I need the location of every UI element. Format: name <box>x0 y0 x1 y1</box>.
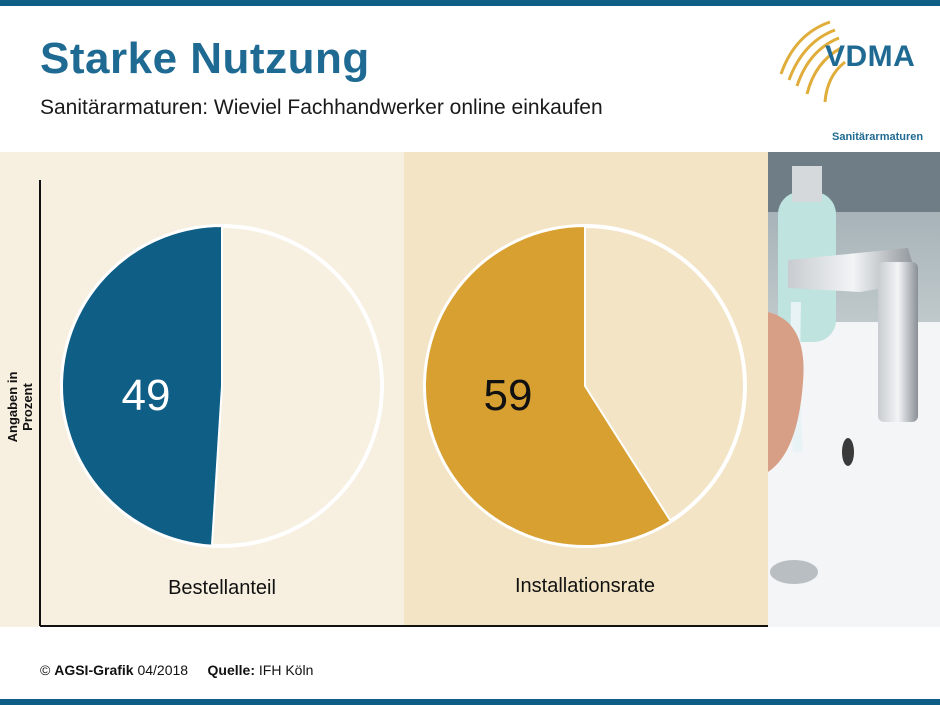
pie-charts: 49 Bestellanteil 59 Installationsrate <box>39 180 768 627</box>
pie-category-label: Installationsrate <box>515 575 655 597</box>
pie-category-label: Bestellanteil <box>168 577 276 599</box>
pie-installationsrate: 59 Installationsrate <box>423 224 747 597</box>
bottom-accent-bar <box>0 699 940 705</box>
footer-source-label: Quelle: <box>207 662 255 678</box>
pie-slice-bestellanteil <box>61 224 223 547</box>
vdma-logo-icon <box>779 20 846 103</box>
footer-source-value: IFH Köln <box>258 662 314 678</box>
top-accent-bar <box>0 0 940 6</box>
pie-value-label: 49 <box>122 371 171 420</box>
pie-value-label: 59 <box>484 371 533 420</box>
page-subtitle: Sanitärarmaturen: Wieviel Fachhandwerker… <box>40 96 603 119</box>
faucet-photo <box>768 152 940 627</box>
pie-slice-installationsrate <box>424 224 673 547</box>
footer-source: © AGSI-Grafik 04/2018 Quelle: IFH Köln <box>40 662 313 678</box>
y-axis-label: Angaben in Prozent <box>5 371 35 443</box>
footer-date: 04/2018 <box>137 662 189 678</box>
logo-subtext: Sanitärarmaturen <box>832 131 924 143</box>
copyright-symbol: © <box>40 662 51 678</box>
page-title: Starke Nutzung <box>40 34 370 83</box>
logo-text: VDMA <box>825 40 916 73</box>
pie-bestellanteil: 49 Bestellanteil <box>60 224 384 599</box>
footer-brand: AGSI-Grafik <box>54 662 134 678</box>
